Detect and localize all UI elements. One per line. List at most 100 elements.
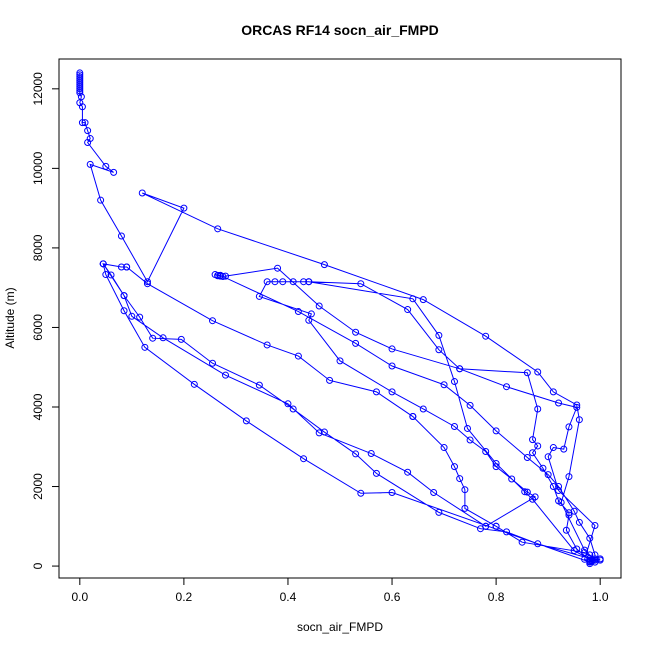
data-point [255,381,263,389]
data-point [523,488,531,496]
data-point [320,428,328,436]
data-point [315,302,323,310]
data-point [294,308,302,316]
data-point [565,473,573,481]
data-point [435,508,443,516]
data-point [117,263,125,271]
data-point [214,225,222,233]
data-point [435,346,443,354]
data-point [419,296,427,304]
y-tick-label: 6000 [31,314,45,341]
data-point [81,119,89,127]
data-point [450,378,458,386]
data-point [315,429,323,437]
data-point [352,450,360,458]
data-point [305,278,313,286]
data-point [78,103,86,111]
x-tick-label: 0.0 [71,590,88,604]
data-point [492,522,500,530]
data-point [289,405,297,413]
data-point [128,312,136,320]
series-line [79,72,601,565]
data-point [84,127,92,135]
data-point [463,424,471,432]
data-point [523,454,531,461]
data-point [555,483,563,491]
data-point [461,504,469,512]
x-tick-label: 0.6 [384,590,401,604]
data-point [466,436,474,444]
x-axis-label: socn_air_FMPD [297,620,383,634]
data-point [529,449,537,457]
data-point [372,388,380,396]
data-point [573,401,581,409]
data-point [279,278,287,286]
data-point [450,422,458,430]
data-point [404,468,412,476]
data-point [289,278,297,286]
data-point [575,518,583,526]
y-axis: 0 2000 4000 6000 8000 10000 12000 [31,72,60,569]
data-point [388,345,396,353]
data-point [562,526,570,534]
data-point [352,328,360,336]
data-point [456,365,464,373]
data-point [357,280,365,288]
data-point [492,463,500,471]
plot-area [76,69,604,568]
data-point [492,427,500,435]
y-tick-label: 10000 [31,151,45,185]
data-point [78,119,86,127]
data-point [300,455,308,463]
data-point [575,416,583,424]
data-point [440,381,448,389]
y-tick-label: 8000 [31,234,45,261]
data-point [123,263,131,271]
data-point [440,444,448,452]
data-point [97,196,105,204]
data-point [305,316,313,324]
data-point [120,307,128,315]
data-point [326,376,334,384]
data-point [102,271,110,279]
x-tick-label: 0.2 [176,590,193,604]
data-point [143,280,151,288]
data-point [555,487,563,495]
data-point [591,522,599,529]
data-point [294,352,302,360]
data-point [586,560,594,568]
data-point [544,453,552,461]
data-point [596,555,604,563]
data-point [180,204,188,212]
data-point [456,475,464,483]
data-point [549,388,557,396]
x-tick-label: 1.0 [592,590,609,604]
data-point [450,463,458,471]
data-point [209,317,217,325]
data-point [560,445,568,453]
data-point [141,343,149,351]
data-point [466,401,474,409]
data-point [138,189,146,197]
data-point [521,488,529,496]
data-point [263,278,271,286]
data-point [255,292,263,300]
data-point [159,334,167,342]
data-point [531,493,539,501]
data-point [518,538,526,546]
data-point [86,160,94,168]
data-point [107,271,115,279]
x-tick-label: 0.4 [280,590,297,604]
data-point [372,469,380,477]
data-point [503,383,511,391]
data-point [523,369,531,377]
data-point [388,488,396,496]
data-point [461,486,469,494]
data-point [102,162,110,170]
data-point [404,306,412,314]
data-point [143,278,151,286]
data-point [549,483,557,491]
data-point [99,260,107,268]
